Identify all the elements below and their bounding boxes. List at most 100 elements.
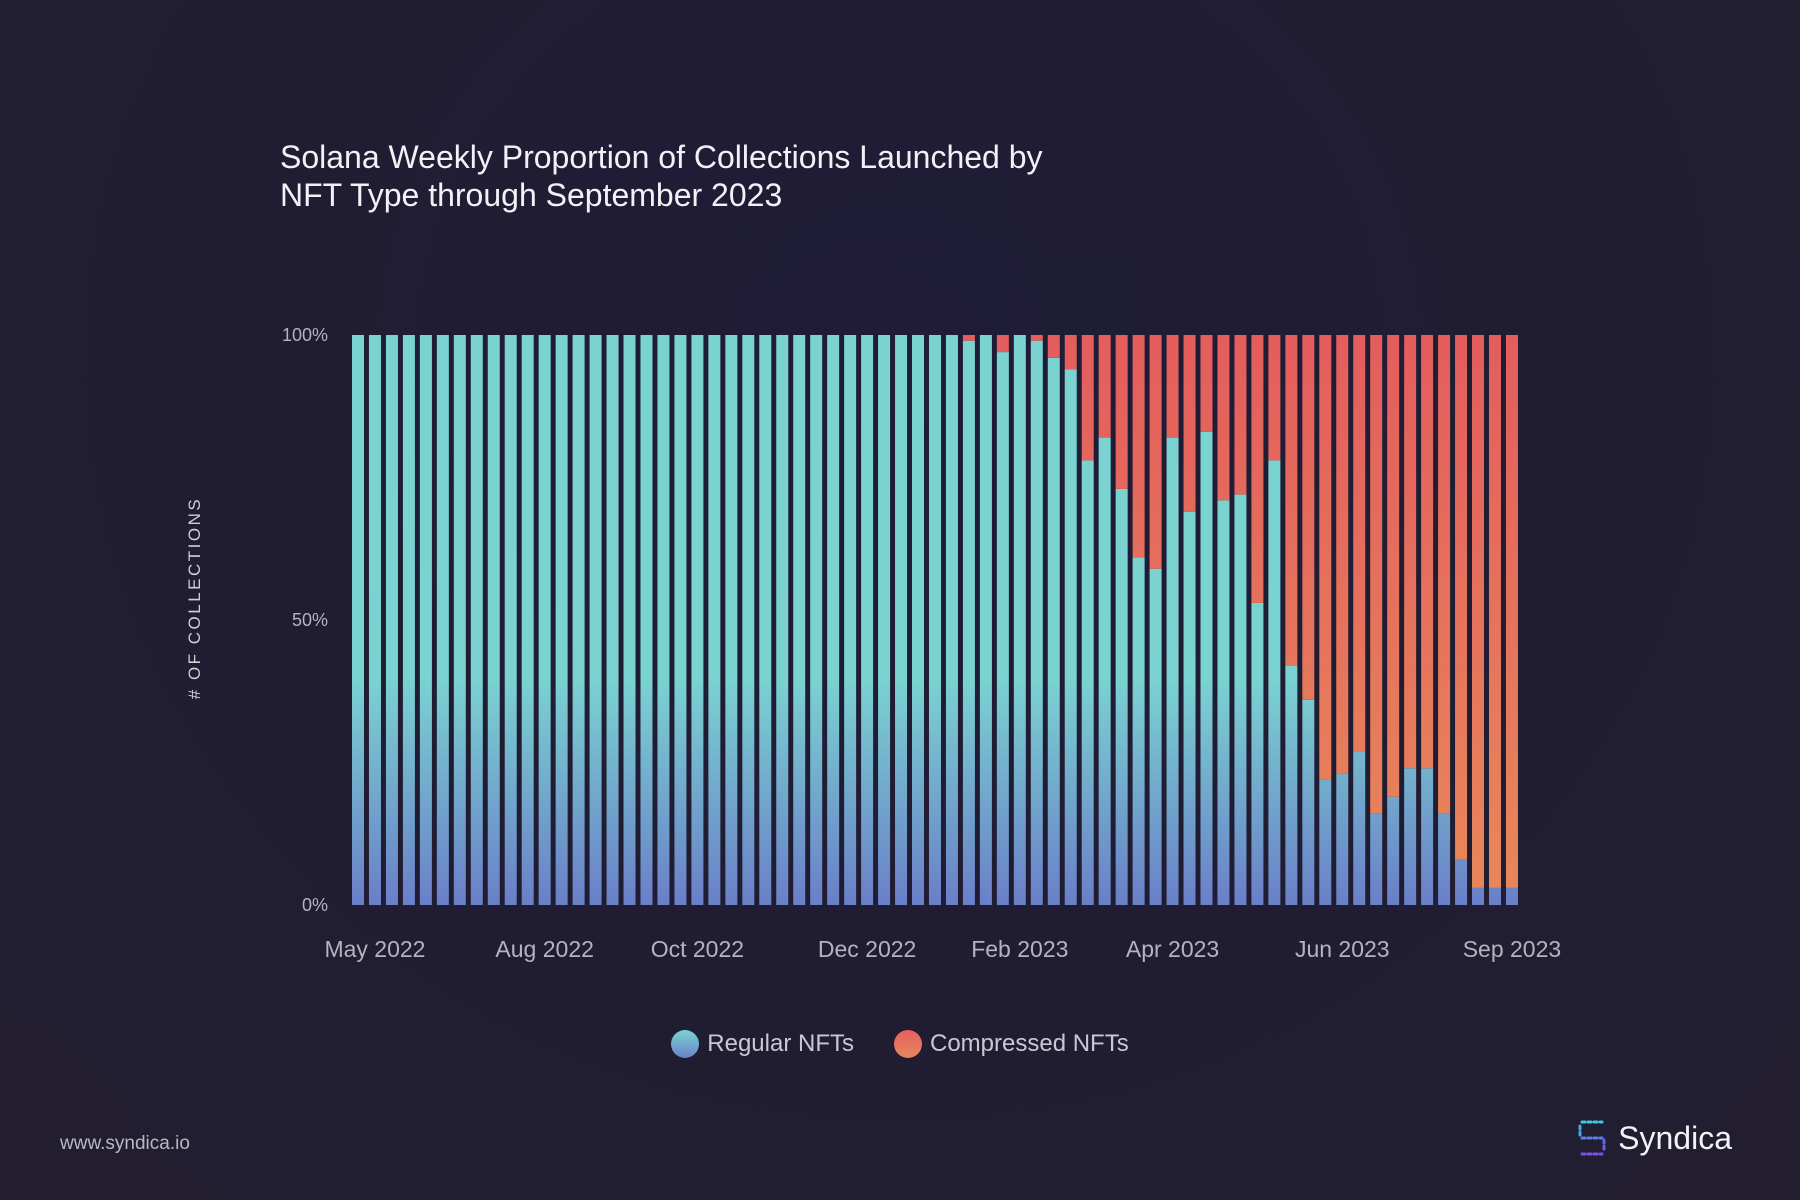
bar-compressed bbox=[1285, 335, 1298, 666]
bar-compressed bbox=[1251, 335, 1264, 603]
bar-regular bbox=[793, 335, 806, 905]
bar-regular bbox=[861, 335, 874, 905]
bar-regular bbox=[1302, 699, 1315, 905]
legend-item-regular[interactable]: Regular NFTs bbox=[671, 1030, 854, 1058]
bar-compressed bbox=[1132, 335, 1145, 558]
bar-compressed bbox=[1217, 335, 1230, 501]
bar-regular bbox=[1115, 488, 1128, 905]
y-tick-label: 50% bbox=[292, 610, 328, 630]
bar-regular bbox=[1081, 460, 1094, 905]
legend: Regular NFTs Compressed NFTs bbox=[0, 1030, 1800, 1058]
legend-item-compressed[interactable]: Compressed NFTs bbox=[894, 1030, 1129, 1058]
syndica-logo-icon bbox=[1578, 1120, 1606, 1156]
brand-name: Syndica bbox=[1618, 1119, 1732, 1156]
bar-regular bbox=[1472, 887, 1485, 905]
chart-title: Solana Weekly Proportion of Collections … bbox=[280, 138, 1180, 214]
legend-label-compressed: Compressed NFTs bbox=[930, 1030, 1129, 1057]
bar-compressed bbox=[1064, 335, 1077, 370]
bar-regular bbox=[1251, 602, 1264, 905]
bar-compressed bbox=[1183, 335, 1196, 512]
bar-regular bbox=[742, 335, 755, 905]
bar-regular bbox=[1353, 751, 1366, 905]
bar-regular bbox=[538, 335, 551, 905]
bar-regular bbox=[640, 335, 653, 905]
x-tick-label: Oct 2022 bbox=[651, 936, 744, 962]
bar-regular bbox=[657, 335, 670, 905]
bar-regular bbox=[1234, 494, 1247, 905]
bar-compressed bbox=[1030, 335, 1043, 341]
chart-title-line-2: NFT Type through September 2023 bbox=[280, 177, 783, 213]
bar-regular bbox=[623, 335, 636, 905]
y-axis-label-group: # OF COLLECTIONS bbox=[185, 497, 204, 699]
bar-compressed bbox=[1505, 335, 1518, 888]
bar-regular bbox=[453, 335, 466, 905]
bar-regular bbox=[1098, 437, 1111, 905]
footer-url[interactable]: www.syndica.io bbox=[60, 1133, 190, 1154]
bar-regular bbox=[945, 335, 958, 905]
bar-regular bbox=[1047, 357, 1060, 905]
bar-regular bbox=[691, 335, 704, 905]
bar-compressed bbox=[1234, 335, 1247, 495]
bar-regular bbox=[1370, 813, 1383, 905]
bar-compressed bbox=[1421, 335, 1434, 769]
bar-regular bbox=[1030, 340, 1043, 905]
bar-compressed bbox=[1268, 335, 1281, 461]
bar-regular bbox=[1166, 437, 1179, 905]
bar-regular bbox=[555, 335, 568, 905]
bar-regular bbox=[1455, 859, 1468, 905]
bar-regular bbox=[606, 335, 619, 905]
bar-compressed bbox=[1438, 335, 1451, 814]
x-tick-label: Sep 2023 bbox=[1463, 936, 1561, 962]
bar-regular bbox=[1336, 773, 1349, 905]
bar-regular bbox=[708, 335, 721, 905]
bar-regular bbox=[1268, 460, 1281, 905]
bar-compressed bbox=[996, 335, 1009, 353]
bar-compressed bbox=[1098, 335, 1111, 438]
compressed-nfts-swatch-icon bbox=[894, 1030, 922, 1058]
bar-regular bbox=[979, 335, 992, 905]
y-ticks: 0% 50% 100% bbox=[282, 325, 328, 915]
bar-regular bbox=[589, 335, 602, 905]
bar-compressed bbox=[1455, 335, 1468, 860]
x-tick-label: Feb 2023 bbox=[971, 936, 1068, 962]
bar-compressed bbox=[1081, 335, 1094, 461]
bar-regular bbox=[912, 335, 925, 905]
bar-compressed bbox=[1149, 335, 1162, 569]
bar-regular bbox=[1421, 768, 1434, 905]
bar-compressed bbox=[1488, 335, 1501, 888]
bar-compressed bbox=[1047, 335, 1060, 358]
y-tick-label: 0% bbox=[302, 895, 328, 915]
regular-nfts-swatch-icon bbox=[671, 1030, 700, 1058]
bar-compressed bbox=[1404, 335, 1417, 769]
bar-compressed bbox=[1336, 335, 1349, 774]
bar-regular bbox=[759, 335, 772, 905]
bar-regular bbox=[1013, 335, 1026, 905]
bar-regular bbox=[827, 335, 840, 905]
bar-compressed bbox=[1115, 335, 1128, 489]
bar-compressed bbox=[1200, 335, 1213, 432]
bar-regular bbox=[844, 335, 857, 905]
bar-regular bbox=[878, 335, 891, 905]
bar-regular bbox=[419, 335, 432, 905]
legend-label-regular: Regular NFTs bbox=[707, 1030, 854, 1057]
bar-regular bbox=[1132, 557, 1145, 905]
bar-regular bbox=[385, 335, 398, 905]
bar-regular bbox=[1404, 768, 1417, 905]
x-ticks: May 2022 Aug 2022 Oct 2022 Dec 2022 Feb 2023… bbox=[324, 936, 1561, 962]
y-axis-label: # OF COLLECTIONS bbox=[185, 497, 204, 699]
bar-regular bbox=[962, 340, 975, 905]
bar-compressed bbox=[962, 335, 975, 341]
bar-compressed bbox=[1302, 335, 1315, 700]
bar-regular bbox=[572, 335, 585, 905]
chart-title-line-1: Solana Weekly Proportion of Collections … bbox=[280, 139, 1043, 175]
bar-regular bbox=[810, 335, 823, 905]
bar-regular bbox=[895, 335, 908, 905]
bar-regular bbox=[1217, 500, 1230, 905]
bar-compressed bbox=[1472, 335, 1485, 888]
y-tick-label: 100% bbox=[282, 325, 328, 345]
x-tick-label: Jun 2023 bbox=[1295, 936, 1390, 962]
bar-regular bbox=[352, 335, 364, 905]
bar-regular bbox=[1505, 887, 1518, 905]
bar-regular bbox=[1064, 369, 1077, 905]
bar-compressed bbox=[1319, 335, 1332, 780]
